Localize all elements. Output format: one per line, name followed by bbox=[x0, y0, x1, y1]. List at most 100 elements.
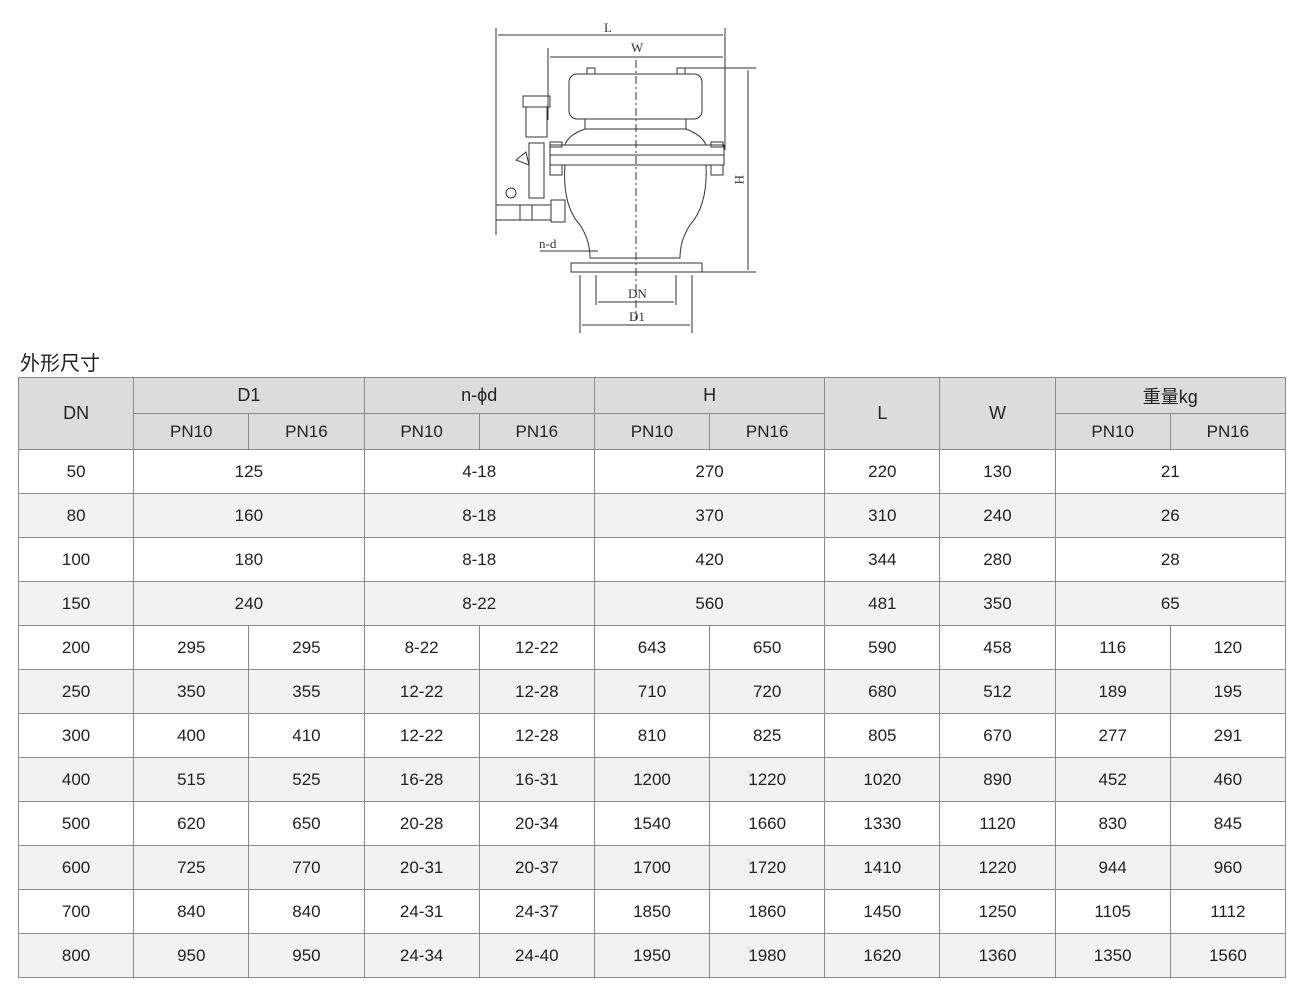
cell-weight-pn10: 1105 bbox=[1054, 889, 1171, 934]
cell-dn: 200 bbox=[17, 625, 135, 670]
header-nd-pn16: PN16 bbox=[478, 413, 595, 450]
header-d1: D1 bbox=[133, 377, 365, 414]
cell-dn: 800 bbox=[17, 933, 135, 978]
cell-weight-pn10: 830 bbox=[1054, 801, 1171, 846]
cell-h-pn16: 1220 bbox=[709, 757, 826, 802]
cell-nd-pn16: 16-31 bbox=[478, 757, 595, 802]
label-dn: DN bbox=[628, 286, 647, 301]
cell-dn: 300 bbox=[17, 713, 135, 758]
cell-d1-pn16: 355 bbox=[248, 669, 365, 714]
cell-l: 481 bbox=[824, 581, 941, 626]
cell-nd-pn16: 24-37 bbox=[478, 889, 595, 934]
header-weight-pn10: PN10 bbox=[1054, 413, 1171, 450]
table-row: 150 240 8-22 560 481 350 65 bbox=[17, 581, 1287, 626]
cell-nd-pn10: 16-28 bbox=[363, 757, 480, 802]
table-row: 500 620 650 20-28 20-34 1540 1660 1330 1120 830 84… bbox=[17, 801, 1287, 846]
cell-l: 1450 bbox=[824, 889, 941, 934]
cell-nd-pn16: 20-37 bbox=[478, 845, 595, 890]
header-nd-pn10: PN10 bbox=[363, 413, 480, 450]
cell-dn: 600 bbox=[17, 845, 135, 890]
cell-weight-pn10: 189 bbox=[1054, 669, 1171, 714]
cell-w: 1360 bbox=[939, 933, 1056, 978]
cell-l: 590 bbox=[824, 625, 941, 670]
cell-nd-pn16: 12-22 bbox=[478, 625, 595, 670]
cell-h: 560 bbox=[593, 581, 826, 626]
header-n-d: n-ϕd bbox=[363, 377, 595, 414]
label-n-d: n-d bbox=[539, 236, 557, 251]
cell-l: 220 bbox=[824, 449, 941, 494]
cell-h-pn16: 1860 bbox=[709, 889, 826, 934]
cell-weight-pn16: 460 bbox=[1169, 757, 1287, 802]
cell-d1: 125 bbox=[133, 449, 365, 494]
cell-dn: 50 bbox=[17, 449, 135, 494]
cell-nd-pn10: 12-22 bbox=[363, 713, 480, 758]
cell-weight-pn10: 944 bbox=[1054, 845, 1171, 890]
cell-h-pn10: 710 bbox=[593, 669, 711, 714]
cell-l: 310 bbox=[824, 493, 941, 538]
cell-d1-pn16: 525 bbox=[248, 757, 365, 802]
table-row: 800 950 950 24-34 24-40 1950 1980 1620 1360 1350 1… bbox=[17, 933, 1287, 978]
table-row: 200 295 295 8-22 12-22 643 650 590 458 116 120 bbox=[17, 625, 1287, 670]
cell-nd-pn10: 20-28 bbox=[363, 801, 480, 846]
cell-l: 1620 bbox=[824, 933, 941, 978]
header-h-pn10: PN10 bbox=[593, 413, 711, 450]
header-w: W bbox=[939, 377, 1056, 450]
cell-weight-pn10: 116 bbox=[1054, 625, 1171, 670]
cell-w: 350 bbox=[939, 581, 1056, 626]
cell-w: 1250 bbox=[939, 889, 1056, 934]
label-w: W bbox=[631, 40, 644, 55]
cell-dn: 150 bbox=[17, 581, 135, 626]
cell-nd: 8-22 bbox=[363, 581, 595, 626]
cell-weight: 26 bbox=[1054, 493, 1287, 538]
cell-h: 370 bbox=[593, 493, 826, 538]
cell-weight: 28 bbox=[1054, 537, 1287, 582]
cell-d1-pn10: 295 bbox=[133, 625, 250, 670]
cell-h-pn10: 810 bbox=[593, 713, 711, 758]
cell-weight: 65 bbox=[1054, 581, 1287, 626]
cell-nd-pn10: 20-31 bbox=[363, 845, 480, 890]
cell-l: 805 bbox=[824, 713, 941, 758]
cell-dn: 400 bbox=[17, 757, 135, 802]
header-dn: DN bbox=[17, 377, 135, 450]
cell-d1-pn16: 295 bbox=[248, 625, 365, 670]
cell-h-pn16: 650 bbox=[709, 625, 826, 670]
cell-weight-pn16: 291 bbox=[1169, 713, 1287, 758]
cell-w: 670 bbox=[939, 713, 1056, 758]
cell-d1-pn16: 770 bbox=[248, 845, 365, 890]
cell-w: 1120 bbox=[939, 801, 1056, 846]
table-row: 700 840 840 24-31 24-37 1850 1860 1450 1250 1105 1… bbox=[17, 889, 1287, 934]
cell-d1-pn16: 410 bbox=[248, 713, 365, 758]
cell-weight-pn10: 277 bbox=[1054, 713, 1171, 758]
cell-d1-pn10: 950 bbox=[133, 933, 250, 978]
header-weight-pn16: PN16 bbox=[1169, 413, 1287, 450]
cell-l: 344 bbox=[824, 537, 941, 582]
table-row: 50 125 4-18 270 220 130 21 bbox=[17, 449, 1287, 494]
dimensions-table: DN D1 n-ϕd H L W 重量kg PN10 PN16 PN10 PN1… bbox=[17, 377, 1287, 978]
header-d1-pn16: PN16 bbox=[248, 413, 365, 450]
cell-dn: 250 bbox=[17, 669, 135, 714]
cell-l: 680 bbox=[824, 669, 941, 714]
cell-d1: 240 bbox=[133, 581, 365, 626]
cell-d1-pn10: 840 bbox=[133, 889, 250, 934]
cell-d1-pn10: 515 bbox=[133, 757, 250, 802]
cell-h-pn16: 825 bbox=[709, 713, 826, 758]
table-row: 400 515 525 16-28 16-31 1200 1220 1020 890 452 460 bbox=[17, 757, 1287, 802]
cell-nd: 8-18 bbox=[363, 493, 595, 538]
cell-nd-pn10: 8-22 bbox=[363, 625, 480, 670]
cell-nd: 8-18 bbox=[363, 537, 595, 582]
label-h: H bbox=[732, 175, 747, 184]
cell-dn: 500 bbox=[17, 801, 135, 846]
header-weight: 重量kg bbox=[1054, 377, 1287, 414]
table-row: 80 160 8-18 370 310 240 26 bbox=[17, 493, 1287, 538]
label-l: L bbox=[604, 20, 612, 35]
cell-d1-pn10: 350 bbox=[133, 669, 250, 714]
cell-nd-pn16: 12-28 bbox=[478, 669, 595, 714]
cell-w: 280 bbox=[939, 537, 1056, 582]
cell-w: 240 bbox=[939, 493, 1056, 538]
section-title: 外形尺寸 bbox=[20, 351, 100, 375]
cell-d1-pn10: 725 bbox=[133, 845, 250, 890]
cell-w: 890 bbox=[939, 757, 1056, 802]
cell-weight-pn16: 195 bbox=[1169, 669, 1287, 714]
cell-d1-pn10: 400 bbox=[133, 713, 250, 758]
label-d1: D1 bbox=[629, 309, 645, 324]
